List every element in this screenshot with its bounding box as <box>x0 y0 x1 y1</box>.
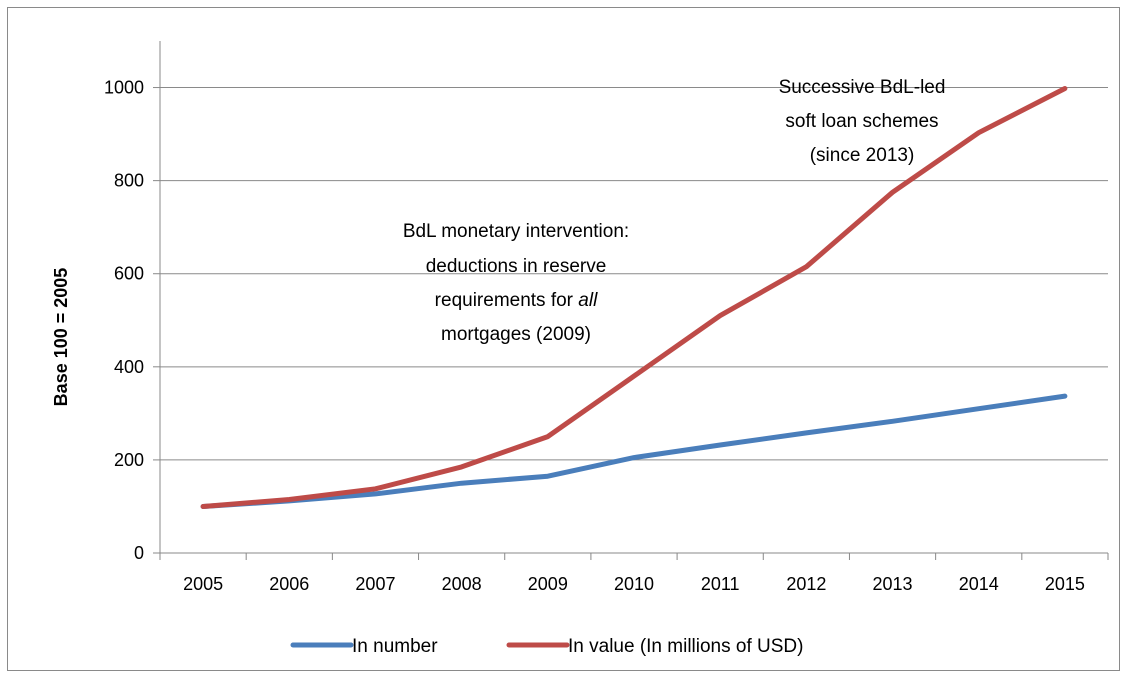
x-tick-label: 2007 <box>355 574 395 594</box>
x-tick-label: 2010 <box>614 574 654 594</box>
x-tick-label: 2015 <box>1045 574 1085 594</box>
y-tick-label: 400 <box>114 357 144 377</box>
y-axis-title: Base 100 = 2005 <box>51 268 71 407</box>
legend-label-in-number: In number <box>352 636 438 657</box>
x-tick-label: 2014 <box>959 574 999 594</box>
axes <box>153 41 1108 554</box>
annotation-line: Successive BdL-led <box>779 77 946 98</box>
y-tick-label: 600 <box>114 264 144 284</box>
y-tick-label: 800 <box>114 171 144 191</box>
x-tick-label: 2013 <box>873 574 913 594</box>
annotation-line: deductions in reserve <box>426 256 607 277</box>
legend: In number In value (In millions of USD) <box>290 636 803 657</box>
annotation-bdl-2009: BdL monetary intervention: deductions in… <box>403 221 629 345</box>
x-tick-label: 2008 <box>442 574 482 594</box>
x-tick-label: 2009 <box>528 574 568 594</box>
x-tick-label: 2011 <box>701 574 740 594</box>
annotation-line: soft loan schemes <box>785 111 938 132</box>
annotation-line-with-emphasis: requirements for all <box>435 290 598 311</box>
annotation-line: requirements for <box>435 290 579 311</box>
x-tick-label: 2006 <box>269 574 309 594</box>
y-tick-label: 0 <box>134 543 144 563</box>
annotation-bdl-2013: Successive BdL-led soft loan schemes (si… <box>779 77 946 166</box>
annotation-line: BdL monetary intervention: <box>403 221 629 242</box>
y-tick-label: 1000 <box>104 78 144 98</box>
y-tick-label: 200 <box>114 450 144 470</box>
legend-label-in-value: In value (In millions of USD) <box>568 636 803 657</box>
series-line-in-value <box>200 86 1068 509</box>
annotation-line: mortgages (2009) <box>441 324 591 345</box>
annotation-line: (since 2013) <box>810 145 915 166</box>
x-tick-label: 2005 <box>183 574 223 594</box>
annotation-emphasis: all <box>578 290 598 311</box>
series-line-in-number <box>200 393 1068 509</box>
chart-frame <box>7 7 1120 671</box>
x-tick-label: 2012 <box>786 574 826 594</box>
x-tick-labels: 2005 2006 2007 2008 2009 2010 2011 2012 2013 2014… <box>159 553 1109 594</box>
y-tick-labels: 0 200 400 600 800 1000 <box>104 78 160 563</box>
series-lines <box>200 86 1068 509</box>
gridlines <box>160 87 1108 461</box>
